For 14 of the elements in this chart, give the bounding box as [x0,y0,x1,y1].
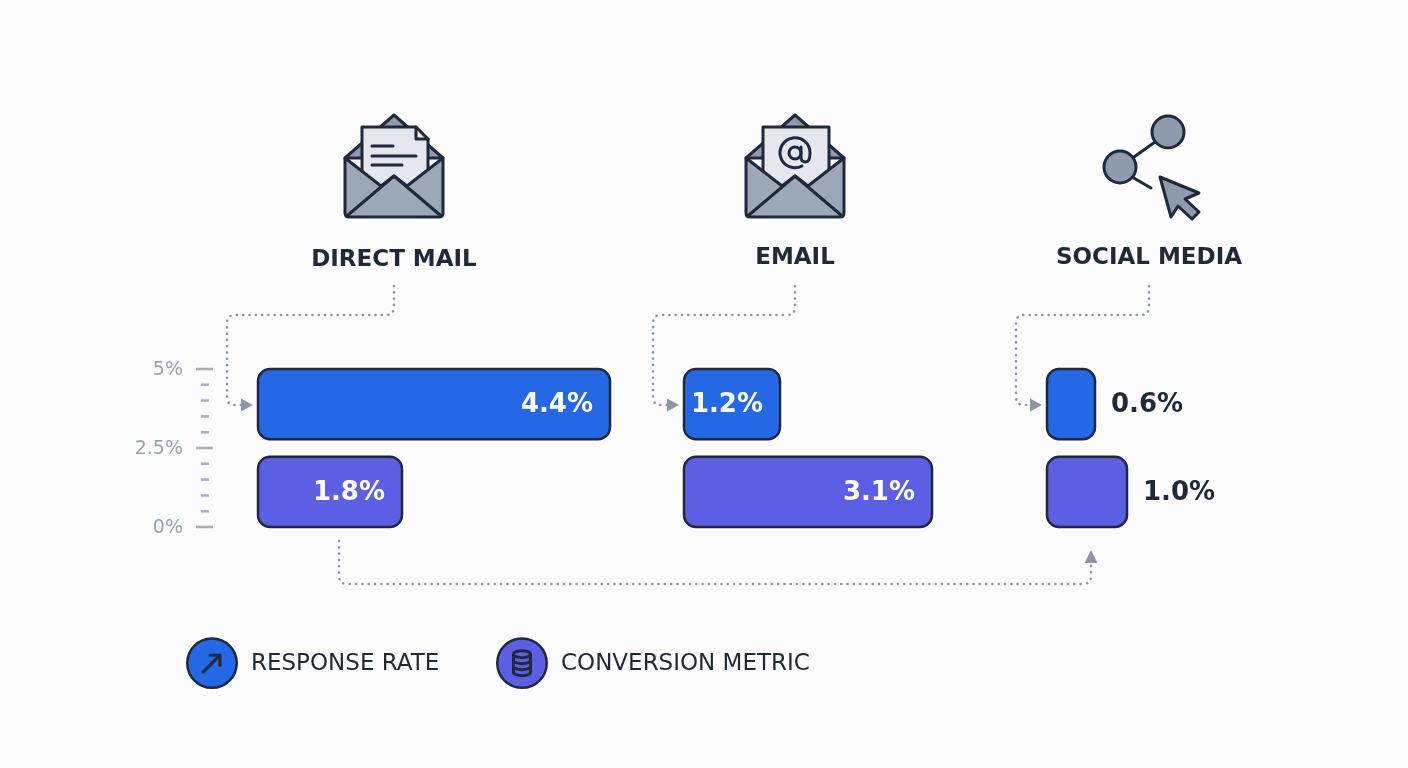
text: 2.5% [134,436,183,458]
chart-title: DIRECT MAIL [311,245,478,271]
chart-title: EMAIL [755,242,836,269]
data-label: 1.2% [690,388,763,419]
legend-label: CONVERSION METRIC [561,649,810,676]
data-label: 1.0% [1143,475,1216,506]
legend-label: RESPONSE RATE [251,649,440,676]
data-label: 4.4% [520,388,593,419]
data-label: 3.1% [842,475,915,506]
data-label: 0.6% [1111,388,1184,419]
text: 0% [152,515,183,537]
data-label: 1.8% [312,475,385,506]
text: 5% [152,357,183,379]
chart-title: SOCIAL MEDIA [1055,242,1243,269]
